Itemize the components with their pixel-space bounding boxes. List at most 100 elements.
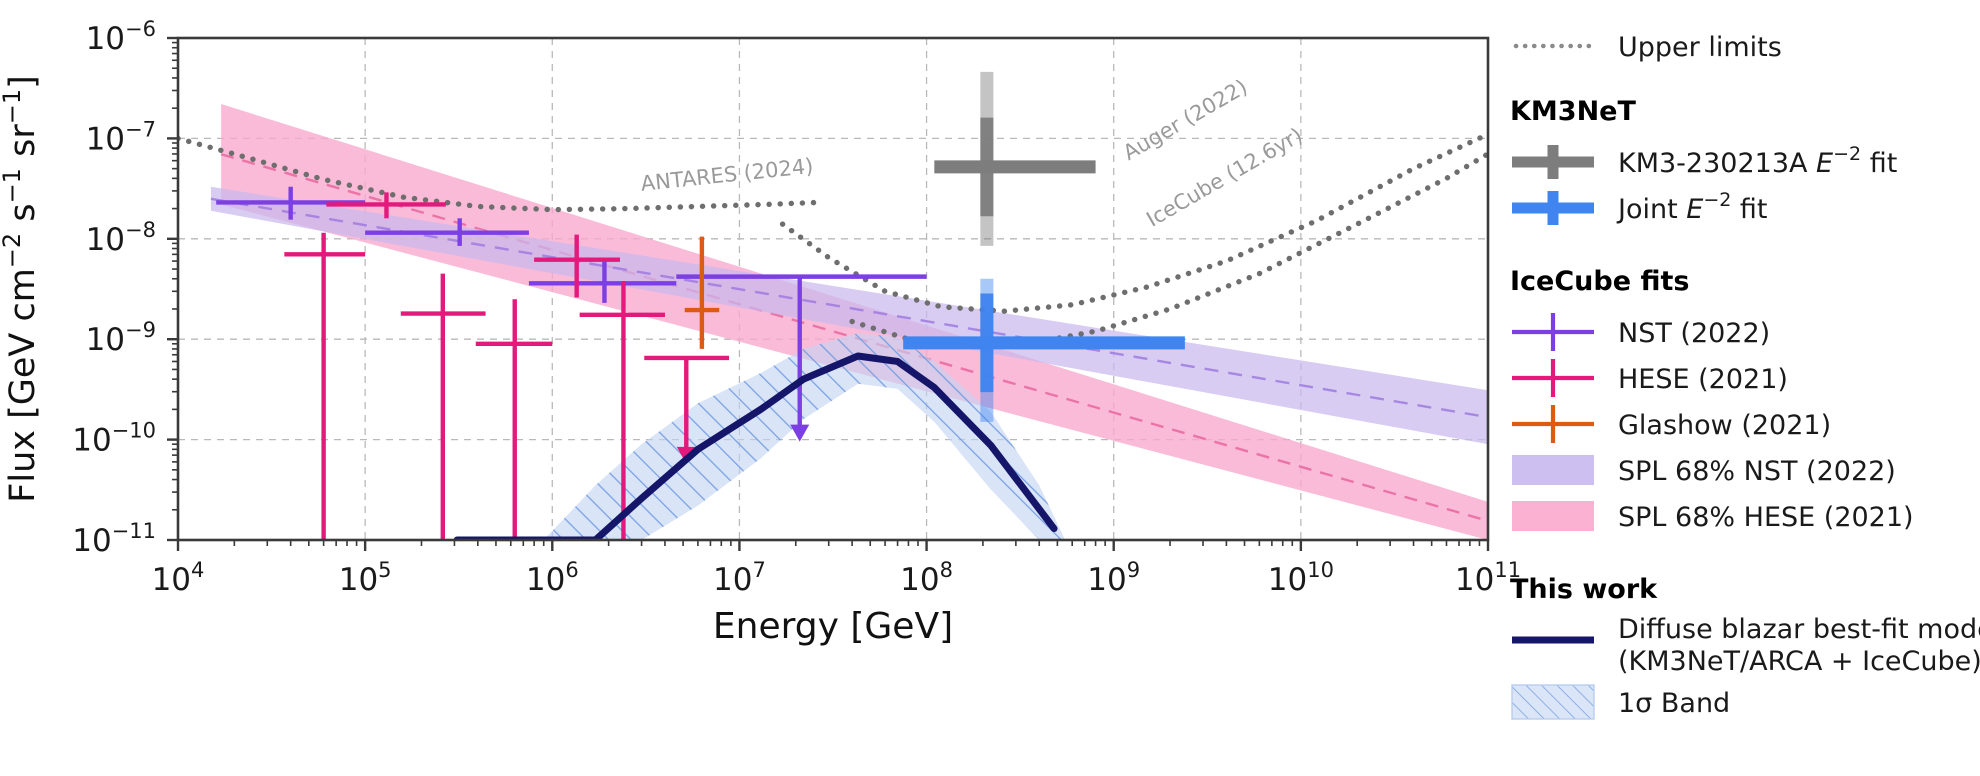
- ytick-label-exponent: −10: [112, 419, 156, 443]
- legend-group-header: KM3NeT: [1510, 96, 1636, 127]
- xtick-label-mantissa: 10: [526, 562, 565, 598]
- legend-entry-label: HESE (2021): [1618, 364, 1788, 395]
- legend-entry-label: Upper limits: [1618, 32, 1782, 63]
- ytick-label-exponent: −6: [125, 17, 156, 41]
- legend-patch-swatch: [1512, 455, 1594, 485]
- ytick-label-exponent: −9: [125, 318, 156, 342]
- xtick-label: 109: [1087, 558, 1140, 598]
- xtick-label-mantissa: 10: [339, 562, 378, 598]
- legend-hatched-swatch: [1511, 684, 1595, 720]
- xtick-label: 107: [713, 558, 766, 598]
- legend-label-sup: −2: [1703, 189, 1731, 211]
- legend-entry[interactable]: [1512, 145, 1594, 179]
- xtick-label-exponent: 11: [1494, 558, 1521, 582]
- tick-labels: 104 105 106 107 108 109 1010 101110−610−710−810…: [72, 17, 1521, 598]
- xtick-label-exponent: 7: [752, 558, 765, 582]
- ytick-label-mantissa: 10: [86, 222, 125, 258]
- xtick-label-mantissa: 10: [1455, 562, 1494, 598]
- legend-entry[interactable]: [1512, 501, 1594, 531]
- legend-entry-label: Diffuse blazar best-fit model: [1618, 614, 1980, 645]
- legend-entry-label: 1σ Band: [1618, 688, 1730, 719]
- ytick-label-mantissa: 10: [86, 322, 125, 358]
- plot-data-layer: ANTARES (2024)Auger (2022)IceCube (12.6y…: [178, 71, 1488, 540]
- ytick-label-mantissa: 10: [86, 21, 125, 57]
- ytick-label: 10−8: [86, 218, 156, 258]
- y-axis-title-part: −1: [0, 168, 26, 203]
- legend-entry[interactable]: [1512, 359, 1594, 397]
- ytick-label: 10−9: [86, 318, 156, 358]
- blazar-best-fit-line: [453, 352, 1058, 540]
- xtick-label-exponent: 6: [565, 558, 578, 582]
- xtick-label-exponent: 10: [1307, 558, 1334, 582]
- legend-entry[interactable]: [1512, 313, 1594, 351]
- ytick-label-mantissa: 10: [72, 523, 111, 559]
- annotation-label: ANTARES (2024): [640, 154, 815, 196]
- legend-entry-label: SPL 68% HESE (2021): [1618, 502, 1914, 533]
- xtick-label-mantissa: 10: [1087, 562, 1126, 598]
- xtick-label-exponent: 5: [378, 558, 391, 582]
- xtick-label: 1010: [1268, 558, 1334, 598]
- legend-label-pre: Joint: [1616, 194, 1686, 225]
- legend-entry-label: Glashow (2021): [1618, 410, 1831, 441]
- y-axis-title-part: Flux [GeV cm: [3, 268, 43, 503]
- y-axis-title: Flux [GeV cm−2 s−1 sr−1]: [0, 75, 43, 503]
- plot-frame: [176, 36, 1490, 542]
- legend-entry-label-line2: (KM3NeT/ARCA + IceCube): [1618, 646, 1980, 677]
- xtick-label: 1011: [1455, 558, 1521, 598]
- y-axis-title-part: −1: [0, 89, 26, 124]
- legend-entry[interactable]: [1512, 455, 1594, 485]
- ytick-label-exponent: −7: [125, 117, 156, 141]
- y-axis-title-part: sr: [3, 124, 43, 168]
- joint-e2-fit-cross: [903, 278, 1185, 422]
- nst-2022-errorbars-down-arrowhead: [790, 424, 810, 442]
- xtick-label: 105: [339, 558, 392, 598]
- glashow-2021-errorbars: [684, 236, 720, 349]
- ytick-label-exponent: −11: [112, 519, 156, 543]
- y-axis-title-part: −2: [0, 233, 26, 268]
- upper-limit-curve: [779, 131, 1488, 314]
- legend-entry[interactable]: [1511, 684, 1595, 720]
- ytick-label-exponent: −8: [125, 218, 156, 242]
- hese-2021-errorbars: [284, 192, 730, 540]
- xtick-label: 108: [900, 558, 953, 598]
- ytick-label-mantissa: 10: [86, 121, 125, 157]
- legend-group-header: IceCube fits: [1510, 266, 1689, 297]
- ytick-label: 10−6: [86, 17, 156, 57]
- ytick-label: 10−10: [72, 419, 156, 459]
- legend-label-post: fit: [1731, 194, 1767, 225]
- xtick-label-exponent: 9: [1127, 558, 1140, 582]
- legend-label-italic: E: [1686, 194, 1703, 225]
- ytick-label: 10−11: [72, 519, 156, 559]
- axis-titles: Energy [GeV]Flux [GeV cm−2 s−1 sr−1]: [0, 75, 953, 647]
- legend-label-italic: E: [1816, 148, 1833, 179]
- x-axis-title: Energy [GeV]: [713, 606, 953, 647]
- legend-patch-swatch: [1512, 501, 1594, 531]
- legend-label-sup: −2: [1833, 143, 1861, 165]
- ytick-label: 10−7: [86, 117, 156, 157]
- xtick-label-exponent: 4: [191, 558, 204, 582]
- legend-entry-label: NST (2022): [1618, 318, 1770, 349]
- ytick-label-mantissa: 10: [72, 423, 111, 459]
- xtick-label-mantissa: 10: [152, 562, 191, 598]
- spl68-nst-band: [210, 186, 1488, 445]
- legend-entry-label: SPL 68% NST (2022): [1618, 456, 1896, 487]
- xtick-label-exponent: 8: [940, 558, 953, 582]
- y-axis-title-part: ]: [3, 75, 43, 89]
- legend-entry[interactable]: [1512, 405, 1594, 443]
- xtick-label-mantissa: 10: [1268, 562, 1307, 598]
- legend-label-pre: KM3-230213A: [1618, 148, 1816, 179]
- legend-group-header: This work: [1510, 574, 1658, 605]
- plot-axes: [167, 36, 1490, 551]
- legend-label-post: fit: [1861, 148, 1897, 179]
- km3-230213a-cross: [934, 71, 1096, 246]
- xtick-label-mantissa: 10: [900, 562, 939, 598]
- upper-limit-curve: [178, 135, 820, 213]
- xtick-label: 106: [526, 558, 579, 598]
- xtick-label-mantissa: 10: [713, 562, 752, 598]
- y-axis-title-part: s: [3, 203, 43, 232]
- legend-entry[interactable]: [1512, 191, 1594, 225]
- annotation-label: Auger (2022): [1119, 75, 1251, 165]
